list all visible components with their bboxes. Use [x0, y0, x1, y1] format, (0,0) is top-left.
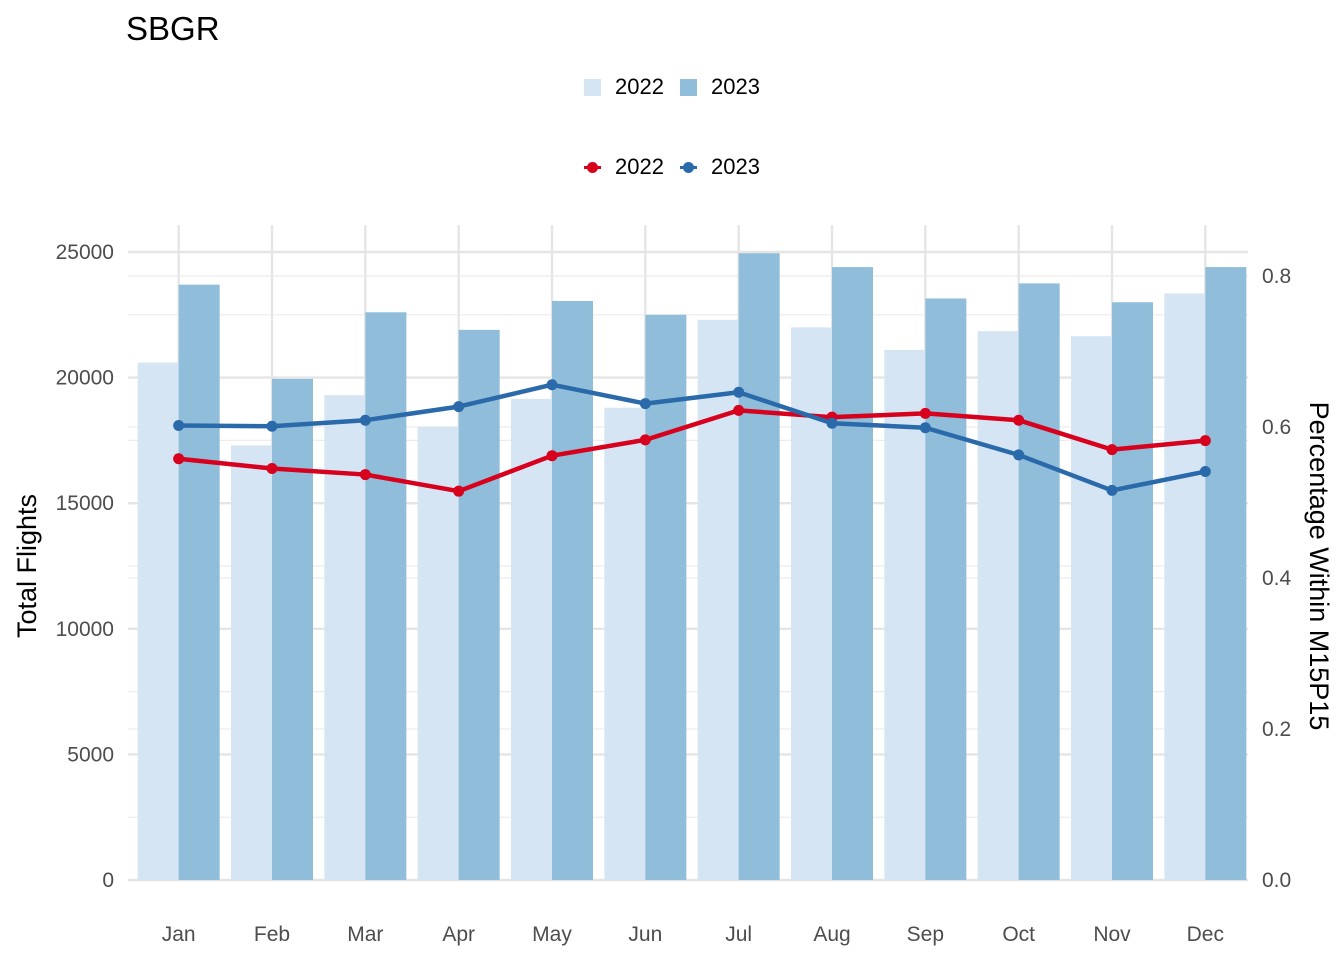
x-tick-may: May — [532, 923, 572, 946]
bar-legend-item-2022: 2022 — [584, 74, 664, 100]
line-2022 — [178, 408, 1206, 494]
bar-2023-oct — [1018, 283, 1060, 880]
line-legend: 2022 2023 — [0, 154, 1344, 180]
point-2022-sep — [919, 407, 931, 419]
bar-2022-oct — [977, 331, 1019, 880]
bar-2023-dec — [1205, 267, 1247, 880]
point-2023-oct — [1013, 449, 1025, 461]
bar-2023-jul — [738, 253, 780, 881]
y2-tick-0: 0.0 — [1262, 869, 1291, 892]
bar-2023-may — [552, 300, 593, 880]
bar-2022-nov — [1071, 336, 1112, 881]
y2-tick-1: 0.2 — [1262, 718, 1291, 741]
x-tick-apr: Apr — [442, 923, 475, 946]
bar-2023-aug — [832, 267, 873, 880]
bar-2022-feb — [231, 445, 272, 880]
x-tick-jul: Jul — [725, 923, 752, 946]
line-legend-key-2023 — [680, 159, 697, 176]
point-2023-jan — [173, 419, 185, 431]
x-tick-oct: Oct — [1002, 923, 1035, 946]
point-2023-feb — [266, 420, 278, 432]
bar-2023-mar — [365, 312, 407, 881]
bar-2022-jan — [137, 362, 179, 880]
x-tick-dec: Dec — [1187, 923, 1224, 946]
bar-legend-key-2022 — [584, 78, 602, 96]
line-legend-label-2023: 2023 — [711, 154, 760, 179]
bar-legend-item-2023: 2023 — [680, 74, 760, 100]
bar-legend-label-2022: 2022 — [615, 74, 664, 99]
point-2022-jan — [173, 453, 185, 465]
point-2022-feb — [266, 463, 278, 475]
bar-2022-mar — [324, 395, 366, 880]
line-2023 — [178, 382, 1206, 493]
line-legend-item-2023: 2023 — [680, 154, 760, 180]
y2-tick-3: 0.6 — [1262, 416, 1291, 439]
x-tick-mar: Mar — [347, 923, 383, 946]
y2-tick-2: 0.4 — [1262, 567, 1292, 590]
x-tick-nov: Nov — [1093, 923, 1131, 946]
y-tick-4: 20000 — [56, 367, 114, 390]
y-tick-1: 5000 — [67, 743, 114, 766]
x-tick-jan: Jan — [162, 923, 196, 946]
x-tick-feb: Feb — [254, 923, 290, 946]
point-2022-may — [546, 450, 558, 462]
point-2023-jul — [733, 386, 745, 398]
bar-2022-jun — [604, 407, 646, 880]
y-axis-title: Total Flights — [12, 494, 42, 638]
bar-2022-jul — [697, 319, 739, 881]
point-2023-aug — [826, 417, 838, 429]
bar-2023-jan — [178, 284, 220, 880]
point-2022-nov — [1106, 444, 1118, 456]
bar-legend-key-2023 — [680, 78, 697, 96]
bar-2023-sep — [925, 298, 967, 880]
bar-2023-feb — [272, 378, 313, 880]
line-legend-item-2022: 2022 — [584, 154, 664, 180]
point-2022-apr — [453, 485, 465, 497]
point-2023-jun — [639, 398, 651, 410]
bar-2022-apr — [417, 426, 459, 880]
point-2022-oct — [1013, 414, 1025, 426]
x-tick-aug: Aug — [813, 923, 850, 946]
bar-2022-dec — [1164, 293, 1206, 880]
point-2023-may — [546, 379, 558, 391]
point-2022-dec — [1199, 435, 1211, 447]
y2-axis-title: Percentage Within M15P15 — [1304, 402, 1334, 731]
y2-tick-4: 0.8 — [1262, 265, 1291, 288]
point-2022-mar — [359, 469, 371, 481]
y-tick-5: 25000 — [56, 241, 114, 264]
y-tick-3: 15000 — [56, 492, 114, 515]
point-2023-sep — [919, 422, 931, 434]
y-tick-2: 10000 — [56, 618, 114, 641]
point-2023-mar — [359, 414, 371, 426]
x-tick-sep: Sep — [907, 923, 944, 946]
bar-legend-label-2023: 2023 — [711, 74, 760, 99]
line-legend-key-2022 — [584, 159, 602, 176]
point-2023-apr — [453, 401, 465, 413]
bar-2023-nov — [1112, 302, 1153, 880]
chart-title: SBGR — [126, 10, 220, 47]
bar-2022-sep — [884, 349, 926, 880]
point-2022-jun — [639, 434, 651, 446]
x-tick-jun: Jun — [628, 923, 662, 946]
bar-2022-may — [511, 398, 552, 880]
bar-2023-apr — [458, 329, 500, 880]
point-2023-dec — [1199, 466, 1211, 478]
point-2022-jul — [733, 404, 745, 416]
point-2023-nov — [1106, 484, 1118, 496]
y-tick-0: 0 — [102, 869, 114, 892]
bar-legend: 2022 2023 — [0, 74, 1344, 100]
line-legend-label-2022: 2022 — [615, 154, 664, 179]
bar-2023-jun — [645, 314, 687, 880]
